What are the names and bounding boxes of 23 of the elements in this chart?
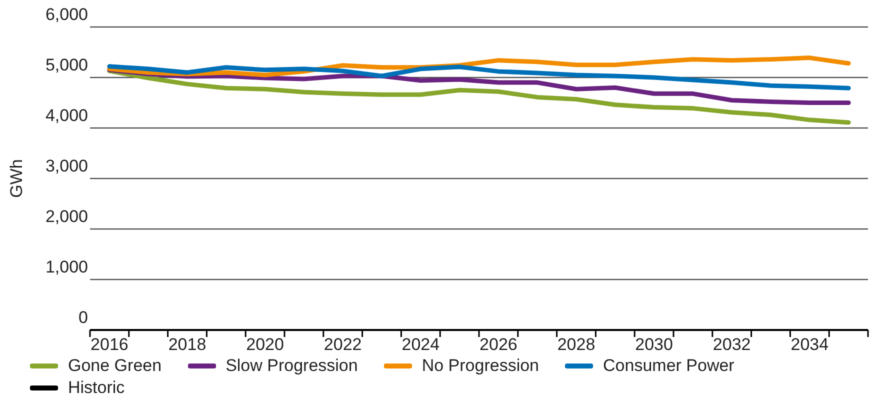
x-tick-label: 2026 bbox=[480, 335, 518, 354]
x-tick-label: 2022 bbox=[324, 335, 362, 354]
y-tick-label: 4,000 bbox=[45, 106, 88, 125]
x-tick-label: 2024 bbox=[402, 335, 440, 354]
y-tick-label: 1,000 bbox=[45, 258, 88, 276]
x-tick-label: 2030 bbox=[635, 335, 673, 354]
y-tick-label: 3,000 bbox=[45, 156, 88, 176]
legend-label: Consumer Power bbox=[603, 356, 734, 376]
legend-label: Gone Green bbox=[68, 356, 162, 376]
y-tick-label: 2,000 bbox=[45, 207, 88, 226]
y-tick-label: 6,000 bbox=[45, 5, 88, 24]
x-tick-label: 2028 bbox=[557, 335, 596, 354]
legend-label: Slow Progression bbox=[226, 356, 358, 376]
x-tick-label: 2020 bbox=[246, 335, 284, 354]
x-tick-label: 2032 bbox=[712, 335, 751, 354]
legend-label: Historic bbox=[68, 378, 125, 398]
x-tick-label: 2016 bbox=[90, 335, 128, 354]
y-tick-label: 0 bbox=[78, 308, 88, 327]
y-axis-title: GWh bbox=[7, 159, 26, 198]
x-tick-label: 2034 bbox=[790, 335, 829, 354]
legend-label: No Progression bbox=[422, 356, 540, 376]
y-tick-label: 5,000 bbox=[45, 56, 88, 74]
x-tick-label: 2018 bbox=[168, 335, 206, 354]
